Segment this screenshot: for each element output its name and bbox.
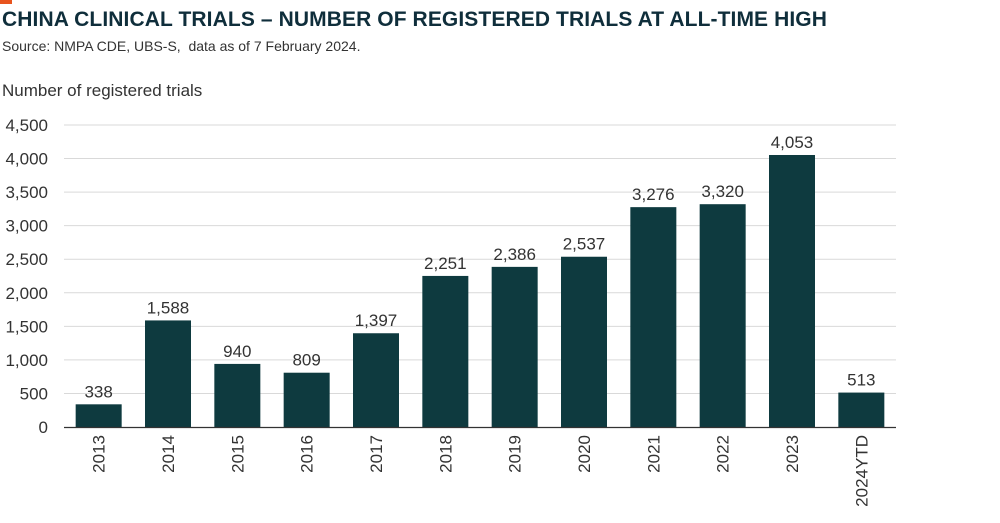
- bars: [75, 154, 885, 428]
- y-axis-ticks: 0 500 1,000 1,500 2,000 2,500 3,000 3,500 4,000 4…: [5, 116, 48, 437]
- bar-2020: [561, 256, 607, 427]
- x-tick-label: 2018: [436, 435, 455, 473]
- x-tick-label: 2024YTD: [852, 435, 871, 507]
- bar-value-label: 2,386: [493, 245, 536, 264]
- y-tick-label: 500: [20, 384, 48, 403]
- chart-title: CHINA CLINICAL TRIALS – NUMBER OF REGIST…: [2, 8, 827, 31]
- bar-2017: [353, 333, 399, 427]
- x-tick-label: 2014: [159, 435, 178, 473]
- bar-2021: [630, 207, 677, 427]
- y-tick-label: 2,000: [5, 284, 48, 303]
- bar-value-label: 3,320: [701, 182, 744, 201]
- bar-2019: [491, 266, 538, 427]
- y-tick-label: 0: [39, 418, 48, 437]
- x-tick-label: 2023: [783, 435, 802, 473]
- x-tick-label: 2015: [228, 435, 247, 473]
- y-tick-label: 2,500: [5, 250, 48, 269]
- bar-2014: [145, 320, 191, 427]
- value-labels: 338 1,588 940 809 1,397 2,251 2,386 2,537 3,276 3…: [84, 133, 875, 401]
- x-tick-label: 2019: [506, 435, 525, 473]
- bar-2024ytd: [838, 392, 885, 427]
- bar-value-label: 338: [84, 382, 112, 401]
- bar-2013: [75, 404, 122, 427]
- chart-source-note: Source: NMPA CDE, UBS-S, data as of 7 Fe…: [2, 38, 361, 54]
- bar-2023: [769, 154, 815, 428]
- bar-value-label: 3,276: [632, 185, 675, 204]
- x-tick-label: 2021: [644, 435, 663, 473]
- bar-value-label: 513: [847, 371, 875, 390]
- bar-value-label: 2,251: [424, 254, 467, 273]
- bar-value-label: 1,588: [147, 298, 190, 317]
- bar-value-label: 809: [292, 351, 320, 370]
- y-axis-label: Number of registered trials: [2, 81, 203, 100]
- x-tick-label: 2017: [367, 435, 386, 473]
- bar-value-label: 4,053: [771, 133, 814, 152]
- y-tick-label: 4,000: [5, 150, 48, 169]
- bar-value-label: 2,537: [563, 235, 606, 254]
- x-tick-label: 2016: [298, 435, 317, 473]
- bar-2016: [283, 372, 330, 427]
- x-tick-label: 2020: [575, 435, 594, 473]
- bar-2022: [699, 204, 746, 427]
- bar-value-label: 1,397: [355, 311, 398, 330]
- x-tick-label: 2013: [90, 435, 109, 473]
- x-tick-label: 2022: [714, 435, 733, 473]
- gridlines: [64, 124, 896, 394]
- y-tick-label: 4,500: [5, 116, 48, 135]
- bar-2015: [214, 363, 261, 427]
- x-axis-ticks: 2013 2014 2015 2016 2017 2018 2019 2020 2021 2022…: [90, 435, 872, 507]
- y-tick-label: 1,000: [5, 351, 48, 370]
- y-tick-label: 1,500: [5, 317, 48, 336]
- y-tick-label: 3,000: [5, 217, 48, 236]
- brand-accent-mark: [0, 0, 12, 4]
- bar-value-label: 940: [223, 342, 251, 361]
- y-tick-label: 3,500: [5, 183, 48, 202]
- bar-2018: [422, 275, 469, 427]
